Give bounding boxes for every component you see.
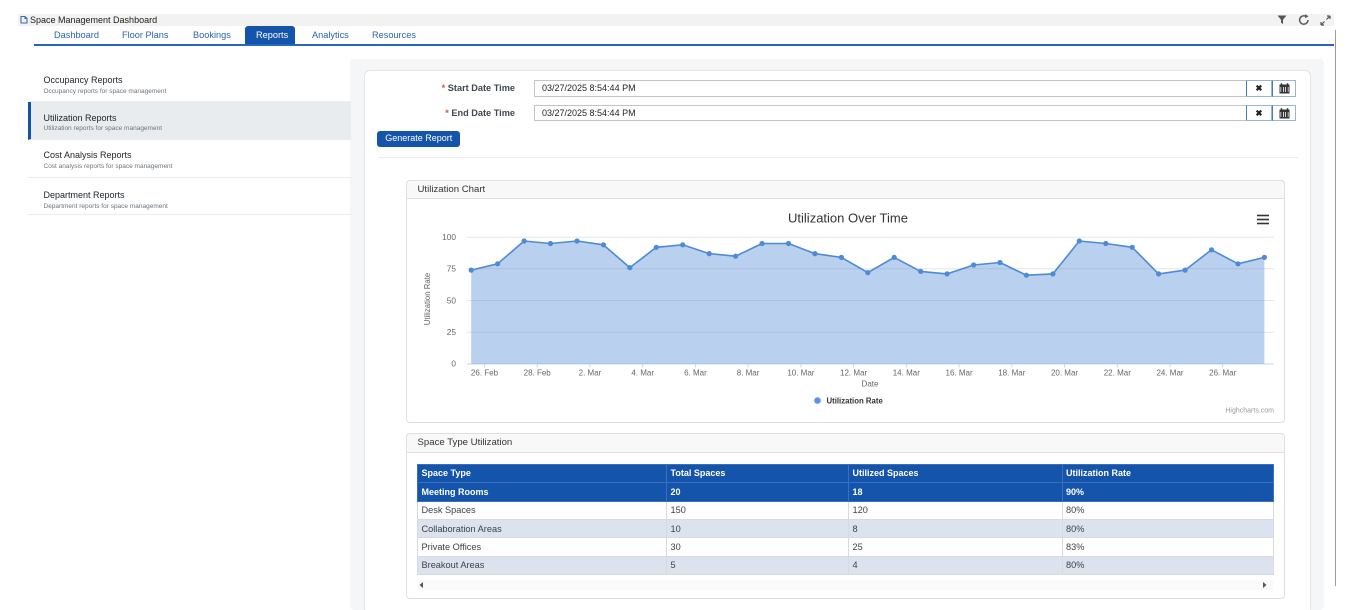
- svg-text:14. Mar: 14. Mar: [893, 369, 920, 378]
- svg-text:Utilization Rate: Utilization Rate: [423, 273, 432, 325]
- svg-text:24. Mar: 24. Mar: [1156, 369, 1183, 378]
- svg-text:Utilization Over Time: Utilization Over Time: [788, 211, 908, 226]
- svg-text:4. Mar: 4. Mar: [631, 369, 654, 378]
- svg-text:26. Feb: 26. Feb: [471, 369, 499, 378]
- svg-text:22. Mar: 22. Mar: [1104, 369, 1131, 378]
- svg-text:26. Mar: 26. Mar: [1209, 369, 1236, 378]
- svg-text:18. Mar: 18. Mar: [998, 369, 1025, 378]
- svg-text:2. Mar: 2. Mar: [579, 369, 602, 378]
- svg-text:10. Mar: 10. Mar: [787, 369, 814, 378]
- svg-text:Utilization Rate: Utilization Rate: [827, 397, 884, 406]
- svg-text:12. Mar: 12. Mar: [840, 369, 867, 378]
- svg-text:28. Feb: 28. Feb: [524, 369, 552, 378]
- svg-text:20. Mar: 20. Mar: [1051, 369, 1078, 378]
- svg-text:75: 75: [447, 264, 457, 274]
- svg-text:50: 50: [447, 295, 457, 305]
- svg-text:25: 25: [447, 327, 457, 337]
- svg-text:Highcharts.com: Highcharts.com: [1225, 408, 1274, 415]
- svg-text:100: 100: [442, 232, 456, 242]
- svg-text:6. Mar: 6. Mar: [684, 369, 707, 378]
- svg-text:8. Mar: 8. Mar: [737, 369, 760, 378]
- svg-text:0: 0: [451, 359, 456, 369]
- svg-text:Date: Date: [862, 380, 879, 389]
- svg-text:16. Mar: 16. Mar: [946, 369, 973, 378]
